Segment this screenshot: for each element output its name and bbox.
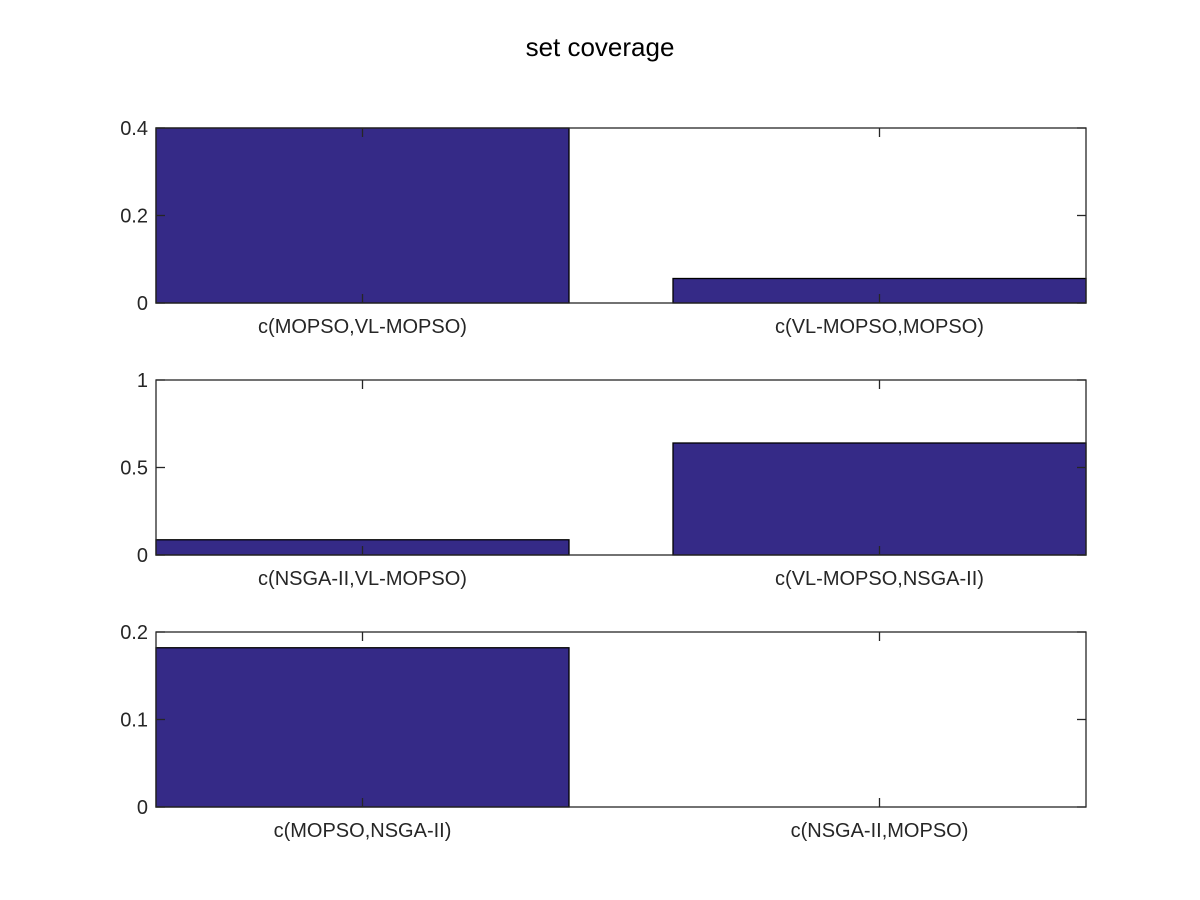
category-label: c(MOPSO,VL-MOPSO) (258, 316, 467, 338)
ytick-label: 0 (137, 545, 148, 567)
subplot-2: 0 0.5 1 c(NSGA-II,VL-MOPSO) c(VL-MOPSO,NSGA-… (120, 370, 1087, 590)
category-label: c(NSGA-II,MOPSO) (791, 820, 969, 842)
category-label: c(VL-MOPSO,NSGA-II) (775, 568, 984, 590)
category-label: c(NSGA-II,VL-MOPSO) (258, 568, 467, 590)
subplot-1: 0 0.2 0.4 c(MOPSO,VL-MOPSO) c(VL-MOPSO,MOPSO… (120, 118, 1087, 338)
ytick-label: 0.1 (120, 710, 148, 732)
ytick-label: 0 (137, 293, 148, 315)
subplot-3: 0 0.1 0.2 c(MOPSO,NSGA-II) c(NSGA-II,MOPSO) (120, 622, 1087, 842)
category-label: c(MOPSO,NSGA-II) (274, 820, 452, 842)
figure-title: set coverage (526, 32, 675, 62)
ytick-label: 1 (137, 370, 148, 392)
bar-2-2 (672, 442, 1087, 556)
ytick-label: 0.5 (120, 458, 148, 480)
bar-3-1 (155, 647, 570, 808)
category-label: c(VL-MOPSO,MOPSO) (775, 316, 984, 338)
bar-1-1 (155, 127, 570, 304)
subplot-container: 0 0.2 0.4 c(MOPSO,VL-MOPSO) c(VL-MOPSO,MOPSO… (120, 118, 1087, 842)
ytick-label: 0.2 (120, 206, 148, 228)
ytick-label: 0 (137, 797, 148, 819)
ytick-label: 0.2 (120, 622, 148, 644)
ytick-label: 0.4 (120, 118, 148, 140)
